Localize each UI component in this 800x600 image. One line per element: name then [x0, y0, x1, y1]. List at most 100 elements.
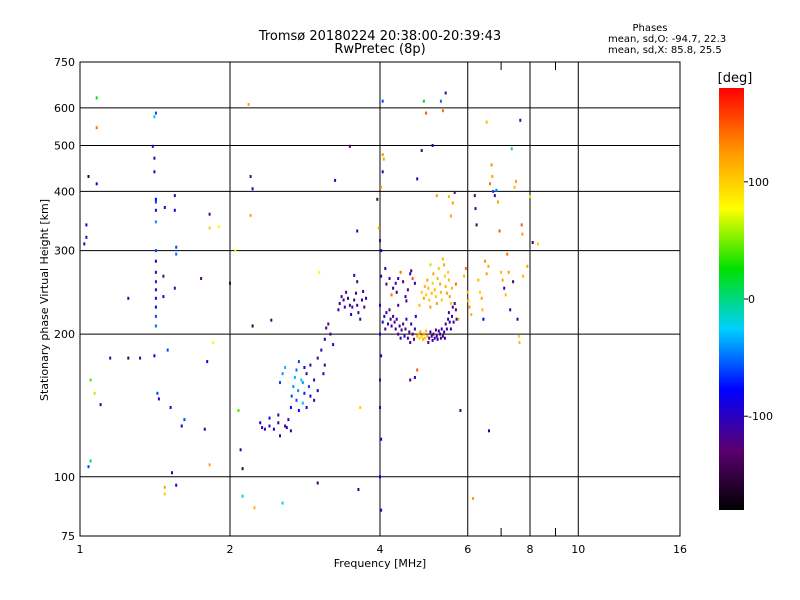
data-point — [444, 322, 447, 326]
data-point — [348, 303, 351, 307]
data-point — [85, 235, 88, 239]
data-point — [449, 302, 452, 305]
data-point — [316, 481, 319, 485]
y-axis-label: Stationary phase Virtual Height [km] — [38, 199, 51, 401]
data-point — [513, 185, 516, 189]
data-point — [348, 144, 351, 148]
data-point — [323, 337, 326, 341]
data-point — [95, 126, 98, 130]
data-point — [350, 313, 353, 316]
data-point — [208, 226, 211, 230]
data-point — [409, 272, 412, 276]
data-point — [305, 372, 308, 376]
data-point — [447, 278, 450, 282]
x-tick-label: 6 — [464, 543, 471, 556]
data-point — [397, 303, 400, 307]
data-point — [529, 195, 531, 199]
data-point — [234, 249, 237, 253]
data-point — [436, 337, 439, 341]
data-point — [404, 295, 407, 299]
data-point — [423, 336, 426, 340]
data-point — [425, 293, 428, 297]
data-point — [433, 336, 436, 340]
data-point — [173, 194, 176, 198]
data-point — [109, 356, 112, 360]
data-point — [395, 317, 398, 321]
data-point — [99, 403, 102, 407]
data-point — [353, 273, 356, 277]
data-point — [320, 348, 323, 352]
data-point — [492, 189, 495, 193]
data-point — [444, 91, 447, 95]
data-point — [501, 278, 504, 282]
data-point — [139, 356, 142, 360]
data-point — [402, 322, 405, 326]
data-point — [334, 178, 337, 182]
data-point — [537, 242, 539, 246]
data-point — [449, 327, 452, 331]
data-point — [270, 318, 273, 322]
data-point — [409, 378, 412, 382]
data-point — [229, 281, 231, 285]
data-point — [392, 314, 395, 318]
data-point — [297, 389, 300, 393]
data-point — [237, 409, 240, 412]
y-tick-label: 100 — [54, 471, 75, 484]
data-point — [429, 305, 432, 309]
data-point — [425, 329, 428, 333]
data-point — [303, 366, 306, 369]
data-point — [480, 296, 483, 300]
data-point — [313, 398, 316, 402]
data-point — [277, 421, 280, 425]
data-point — [93, 391, 96, 395]
data-point — [397, 332, 400, 336]
data-point — [481, 308, 484, 312]
data-point — [435, 334, 438, 338]
data-point — [427, 341, 430, 344]
data-point — [488, 429, 490, 433]
data-point — [410, 269, 413, 273]
data-point — [356, 280, 359, 284]
data-point — [206, 360, 209, 364]
data-point — [408, 330, 411, 334]
data-point — [439, 282, 442, 286]
data-point — [489, 182, 491, 186]
data-point — [413, 327, 416, 331]
data-point — [323, 363, 326, 367]
data-point — [425, 111, 428, 115]
data-point — [437, 329, 440, 333]
data-point — [397, 277, 400, 280]
data-point — [208, 212, 211, 216]
data-point — [377, 226, 380, 230]
data-point — [509, 308, 512, 312]
data-point — [295, 368, 298, 372]
data-point — [385, 282, 388, 286]
data-point — [419, 330, 422, 334]
data-point — [249, 213, 252, 217]
data-point — [475, 223, 478, 227]
data-point — [445, 327, 448, 331]
data-point — [432, 332, 435, 336]
data-point — [521, 232, 524, 236]
data-point — [531, 241, 534, 244]
data-point — [382, 157, 385, 161]
data-point — [443, 336, 446, 340]
data-point — [253, 506, 256, 510]
y-tick-label: 600 — [54, 102, 75, 115]
data-point — [157, 397, 160, 401]
data-point — [313, 378, 316, 382]
data-point — [151, 144, 154, 148]
data-point — [163, 492, 166, 496]
data-point — [403, 334, 406, 338]
data-point — [491, 175, 494, 178]
data-point — [453, 302, 456, 305]
data-point — [453, 190, 456, 194]
chart-title: Tromsø 20180224 20:38:00-20:39:43 — [258, 29, 501, 44]
data-point — [351, 305, 354, 309]
data-point — [406, 288, 409, 292]
data-point — [441, 109, 444, 113]
data-point — [154, 280, 157, 284]
y-tick-label: 400 — [54, 185, 75, 198]
data-point — [429, 330, 432, 334]
y-tick-label: 75 — [61, 530, 75, 543]
